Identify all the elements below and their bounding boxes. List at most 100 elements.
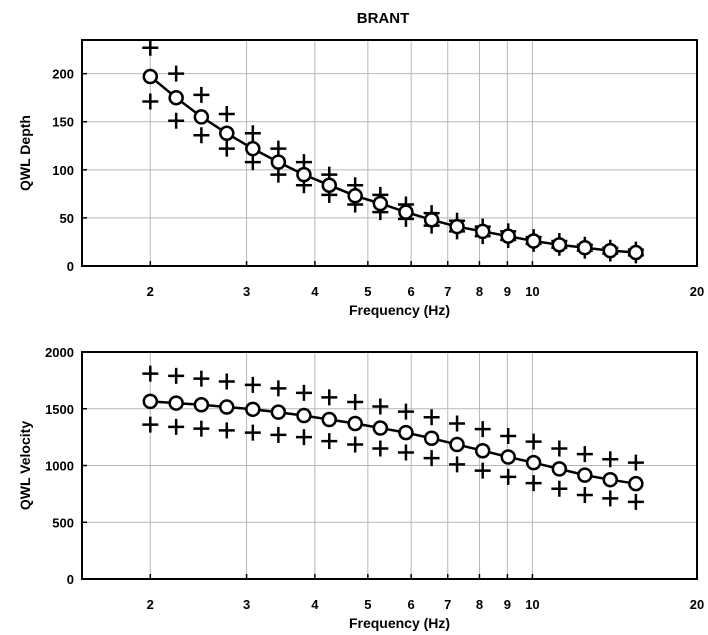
velocity-y-tick-label: 1500: [45, 402, 74, 417]
velocity-y-tick-label: 2000: [45, 345, 74, 360]
velocity-lower-bound-marker: [602, 490, 619, 507]
velocity-lower-bound-marker: [576, 487, 593, 504]
velocity-lower-bound-marker: [500, 468, 517, 485]
velocity-data-point: [321, 411, 338, 428]
velocity-lower-bound-marker: [168, 418, 185, 435]
velocity-panel: 2 3 4 5 6 7 8 9 10 20 0 500 1000 1500 2000 Frequency (H…: [17, 345, 704, 631]
depth-x-axis-label: Frequency (Hz): [349, 302, 450, 318]
depth-lower-bound-marker: [193, 127, 210, 144]
velocity-data-point: [577, 467, 593, 483]
depth-data-point: [219, 125, 235, 142]
velocity-upper-bound-marker: [142, 365, 159, 382]
velocity-data-point: [372, 420, 389, 436]
depth-upper-bound-marker: [193, 86, 210, 103]
velocity-x-tick-label: 20: [690, 597, 704, 612]
velocity-upper-bound-marker: [397, 403, 414, 420]
velocity-data-point: [398, 424, 414, 441]
velocity-x-tick-label: 10: [525, 597, 539, 612]
velocity-data-point: [219, 399, 235, 415]
velocity-lower-bound-marker: [244, 424, 261, 441]
velocity-data-point: [168, 395, 184, 411]
velocity-upper-bound-marker: [449, 415, 466, 432]
depth-x-tick-label: 8: [476, 284, 483, 299]
velocity-lower-bound-marker: [525, 475, 542, 492]
velocity-upper-bound-marker: [576, 446, 593, 463]
depth-lower-bound-marker: [218, 140, 235, 157]
velocity-upper-bound-marker: [321, 389, 338, 406]
depth-x-tick-label: 2: [147, 284, 154, 299]
chart-title: BRANT: [357, 10, 410, 27]
velocity-data-point: [449, 436, 465, 453]
depth-upper-bound-marker: [244, 125, 261, 142]
velocity-data-point: [551, 461, 568, 477]
depth-x-tick-label: 10: [525, 284, 539, 299]
velocity-x-tick-label: 8: [476, 597, 483, 612]
velocity-lower-bound-marker: [142, 416, 159, 433]
depth-series-line: [149, 75, 636, 254]
velocity-upper-bound-marker: [423, 409, 440, 426]
depth-x-tick-label: 6: [408, 284, 415, 299]
velocity-data-point: [296, 407, 312, 424]
depth-data-point: [321, 177, 338, 193]
velocity-lower-bound-marker: [347, 436, 364, 453]
depth-data-point: [449, 218, 465, 235]
velocity-lower-bound-marker: [551, 480, 568, 497]
velocity-data-point: [500, 449, 516, 465]
velocity-lower-bound-marker: [193, 420, 210, 437]
depth-lower-bound-marker: [168, 112, 185, 129]
velocity-upper-bound-marker: [551, 440, 568, 457]
depth-data-point: [142, 68, 159, 85]
depth-data-point: [500, 228, 516, 244]
depth-x-tick-label: 4: [311, 284, 319, 299]
depth-data-point: [372, 195, 389, 212]
depth-lower-bound-marker: [244, 154, 261, 171]
velocity-x-tick-label: 4: [311, 597, 319, 612]
depth-y-tick-label: 200: [52, 67, 74, 82]
depth-upper-bound-marker: [218, 106, 235, 123]
depth-x-tick-label: 7: [444, 284, 451, 299]
velocity-upper-bound-marker: [627, 454, 644, 471]
depth-x-tick-label: 20: [690, 284, 704, 299]
depth-y-tick-label: 150: [52, 115, 74, 130]
velocity-upper-bound-marker: [193, 370, 210, 387]
depth-x-tick-label: 5: [364, 284, 371, 299]
depth-x-tick-label: 3: [243, 284, 250, 299]
depth-data-point: [423, 212, 440, 228]
velocity-data-point: [142, 393, 159, 410]
velocity-data-point: [347, 415, 363, 432]
depth-data-point: [577, 239, 593, 256]
depth-y-tick-label: 100: [52, 163, 74, 178]
depth-data-point: [270, 154, 287, 170]
velocity-upper-bound-marker: [347, 393, 364, 410]
velocity-data-point: [525, 454, 542, 471]
depth-data-point: [525, 233, 542, 249]
velocity-x-tick-label: 2: [147, 597, 154, 612]
velocity-upper-bound-marker: [500, 427, 517, 444]
velocity-lower-bound-marker: [295, 429, 312, 446]
velocity-y-tick-label: 500: [52, 515, 74, 530]
velocity-lower-bound-marker: [474, 462, 491, 479]
velocity-data-point: [270, 404, 287, 420]
velocity-upper-bound-marker: [168, 367, 185, 384]
velocity-upper-bound-marker: [270, 380, 287, 397]
velocity-upper-bound-marker: [474, 421, 491, 438]
depth-data-point: [296, 166, 312, 183]
velocity-data-point: [245, 401, 261, 418]
velocity-data-point: [423, 430, 440, 447]
velocity-x-tick-label: 9: [504, 597, 511, 612]
velocity-x-axis-label: Frequency (Hz): [349, 615, 450, 631]
velocity-lower-bound-marker: [423, 450, 440, 467]
velocity-y-tick-label: 1000: [45, 459, 74, 474]
velocity-x-tick-label: 7: [444, 597, 451, 612]
velocity-lower-bound-marker: [270, 426, 287, 443]
depth-plot-frame: [81, 39, 698, 267]
velocity-lower-bound-marker: [449, 456, 466, 473]
depth-data-point: [398, 204, 414, 220]
velocity-lower-bound-marker: [397, 444, 414, 461]
velocity-lower-bound-marker: [218, 422, 235, 439]
velocity-x-tick-label: 6: [408, 597, 415, 612]
depth-data-point: [168, 89, 184, 106]
depth-upper-bound-marker: [142, 39, 159, 56]
depth-upper-bound-marker: [168, 65, 185, 82]
